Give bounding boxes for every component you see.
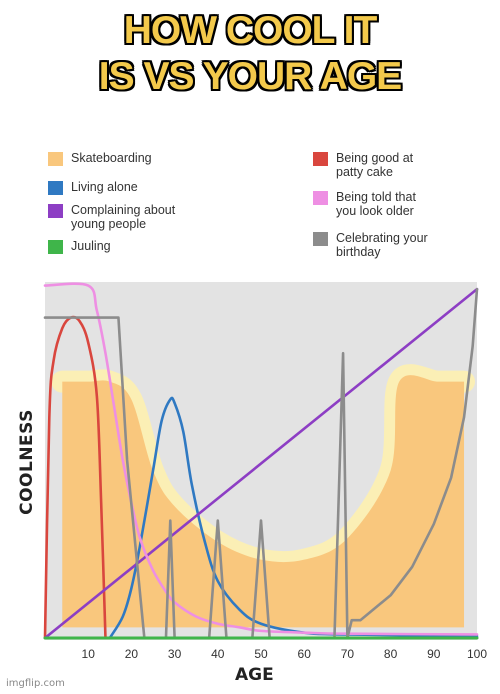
imgflip-watermark: imgflip.com [6, 678, 65, 689]
x-tick-20: 20 [125, 647, 139, 661]
y-axis-label: COOLNESS [10, 392, 44, 532]
series-living-alone-line [108, 396, 479, 640]
legend-swatch [313, 232, 328, 246]
x-axis-label: AGE [235, 665, 274, 685]
band-layer [51, 364, 476, 628]
legend-item-living-alone: Living alone [48, 180, 138, 195]
legend-swatch [48, 204, 63, 218]
legend-item-celebrating-your-birthday: Celebrating your birthday [313, 231, 428, 259]
x-tick-90: 90 [427, 647, 441, 661]
legend-swatch [48, 181, 63, 195]
legend-label: Juuling [71, 239, 111, 253]
legend-label: Skateboarding [71, 151, 152, 165]
meme-title: HOW COOL IT IS VS YOUR AGE [0, 8, 500, 100]
x-tick-100: 100 [467, 647, 487, 661]
legend-swatch [48, 152, 63, 166]
series-complaining-about-young-people-line [43, 287, 479, 640]
y-axis-label-text: COOLNESS [17, 409, 37, 515]
legend-item-being-told-that-you-look-older: Being told that you look older [313, 190, 416, 218]
title-line-1: HOW COOL IT [123, 9, 378, 52]
series-skateboarding-band [62, 375, 465, 628]
legend-item-juuling: Juuling [48, 239, 111, 254]
legend-label: Being good at patty cake [336, 151, 414, 179]
line-layer [43, 282, 479, 640]
legend-label: Being told that you look older [336, 190, 416, 218]
title-line-2: IS VS YOUR AGE [98, 55, 402, 98]
legend-label: Living alone [71, 180, 138, 194]
x-tick-40: 40 [211, 647, 225, 661]
legend-swatch [313, 191, 328, 205]
x-tick-50: 50 [254, 647, 268, 661]
x-tick-70: 70 [341, 647, 355, 661]
x-tick-60: 60 [298, 647, 312, 661]
legend-swatch [313, 152, 328, 166]
legend-item-complaining-about-young-people: Complaining about young people [48, 203, 175, 231]
x-tick-80: 80 [384, 647, 398, 661]
legend-label: Celebrating your birthday [336, 231, 428, 259]
legend-item-being-good-at-patty-cake: Being good at patty cake [313, 151, 413, 179]
x-tick-30: 30 [168, 647, 182, 661]
legend-item-skateboarding: Skateboarding [48, 151, 152, 166]
x-tick-10: 10 [82, 647, 96, 661]
series-being-told-that-you-look-older-line [43, 282, 479, 636]
legend-label: Complaining about young people [71, 203, 176, 231]
x-tick-labels: 10 20 30 40 50 60 70 80 90 100 [82, 647, 488, 661]
legend-swatch [48, 240, 63, 254]
